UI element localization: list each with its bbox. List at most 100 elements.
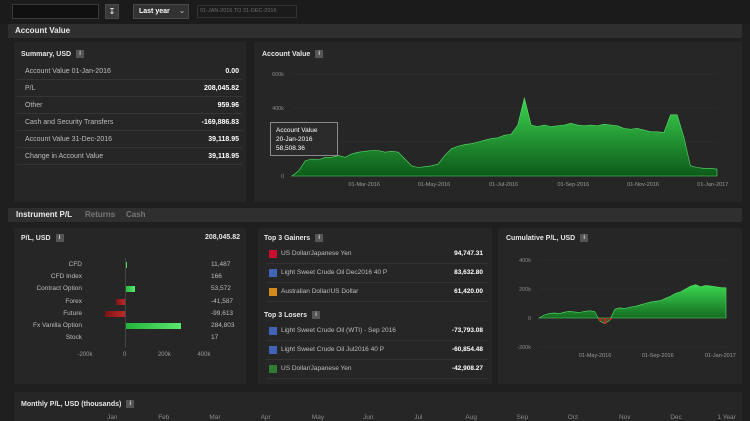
cumulative-pl-chart[interactable]: 400k 200k 0 -200k 01-May-2016 01-Sep-2016 01-J… — [506, 250, 738, 365]
gainers-title-text: Top 3 Gainers — [264, 234, 311, 242]
instrument-value: 94,747.31 — [454, 250, 483, 257]
pl-category-label: CFD Index — [50, 273, 82, 281]
summary-row-value: -169,886.83 — [201, 119, 239, 126]
av-x-tick: 01-Jul-2016 — [489, 182, 518, 188]
loser-row[interactable]: US Dollar/Japanese Yen -42,908.27 — [266, 360, 488, 379]
summary-row-value: 0.00 — [225, 68, 239, 75]
summary-panel — [14, 42, 246, 202]
losers-title-text: Top 3 Losers — [264, 311, 308, 319]
av-x-tick: 01-Jan-2017 — [697, 182, 728, 188]
toolbar: ↧ Last year ⌄ 01-JAN-2016 TO 31-DEC-2016 — [0, 0, 750, 24]
summary-row: Account Value 31-Dec-2016 39,118.95 — [17, 132, 242, 148]
info-icon[interactable]: i — [580, 234, 589, 242]
pl-x-tick: 200k — [157, 352, 171, 358]
month-label: Jan — [107, 414, 118, 421]
flag-icon — [269, 346, 277, 354]
cumulative-title-text: Cumulative P/L, USD — [506, 234, 576, 242]
losers-title: Top 3 Losers i — [264, 311, 321, 319]
tab-returns[interactable]: Returns — [85, 210, 116, 219]
account-value-header: Account Value — [8, 24, 742, 38]
cum-y-tick: 0 — [528, 316, 531, 322]
download-button[interactable]: ↧ — [105, 4, 119, 19]
summary-row-label: Account Value 01-Jan-2016 — [25, 68, 111, 75]
loser-row[interactable]: Light Sweet Crude Oil (WTI) - Sep 2016 -7… — [266, 322, 488, 341]
cum-negative-mark — [603, 318, 607, 324]
pl-title: P/L, USD i — [21, 234, 64, 242]
av-x-tick: 01-Sep-2016 — [557, 182, 589, 188]
instrument-value: -60,854.48 — [451, 346, 483, 353]
chevron-down-icon: ⌄ — [179, 8, 185, 15]
pl-bar[interactable] — [124, 323, 182, 329]
pl-bar[interactable] — [124, 286, 136, 293]
account-value-chart-title: Account Value i — [262, 50, 324, 58]
period-dropdown[interactable]: Last year ⌄ — [133, 4, 189, 19]
pl-category-label: Fx Vanilla Option — [32, 322, 82, 329]
summary-row-label: Account Value 31-Dec-2016 — [25, 136, 113, 143]
cum-x-tick: 01-May-2016 — [579, 353, 611, 359]
chart-tooltip: Account Value 20-Jan-2016 58,508.36 — [270, 122, 338, 156]
summary-row-value: 208,045.82 — [203, 85, 239, 92]
summary-row: Change in Account Value 39,118.95 — [17, 149, 242, 165]
gainer-row[interactable]: Light Sweet Crude Oil Dec2016 40 P 83,632… — [266, 264, 488, 283]
month-label: Mar — [209, 414, 221, 421]
cum-negative-mark — [598, 318, 602, 321]
summary-row-value: 959.96 — [217, 102, 239, 109]
tab-instrument-pl[interactable]: Instrument P/L — [16, 210, 73, 219]
pl-category-label: Forex — [65, 297, 82, 305]
date-range-field[interactable]: 01-JAN-2016 TO 31-DEC-2016 — [197, 5, 297, 18]
flag-icon — [269, 269, 277, 277]
pl-bar[interactable] — [124, 262, 127, 268]
tooltip-value: 58,508.36 — [276, 145, 305, 152]
av-y-tick: 600k — [272, 72, 284, 78]
pl-value-label: 11,487 — [211, 261, 231, 268]
cum-y-tick: 200k — [519, 287, 531, 293]
info-icon[interactable]: i — [76, 50, 85, 58]
info-icon[interactable]: i — [315, 50, 324, 58]
loser-row[interactable]: Light Sweet Crude Oil Jul2016 40 P -60,85… — [266, 341, 488, 360]
pl-x-tick: -200k — [77, 352, 93, 358]
month-label: Sep — [516, 414, 529, 421]
flag-icon — [269, 365, 277, 373]
pl-category-label: Stock — [65, 334, 82, 342]
av-y-tick: 400k — [272, 106, 284, 112]
month-label: Jul — [414, 414, 423, 421]
pl-category-label: CFD — [68, 261, 82, 268]
av-x-tick: 01-May-2016 — [418, 182, 450, 188]
monthly-panel — [14, 392, 742, 421]
pl-panel — [14, 228, 246, 384]
summary-row: Other 959.96 — [17, 98, 242, 114]
tooltip-date: 20-Jan-2016 — [276, 136, 313, 143]
month-label: Feb — [158, 414, 170, 421]
summary-row: P/L 208,045.82 — [17, 81, 242, 97]
info-icon[interactable]: i — [312, 311, 321, 319]
gainer-row[interactable]: Australian Dollar/US Dollar 61,420.00 — [266, 283, 488, 302]
pl-zero-axis — [124, 258, 126, 348]
av-x-tick: 01-Nov-2016 — [627, 182, 659, 188]
cum-negative-mark — [608, 318, 612, 321]
pl-value-label: 53,572 — [211, 285, 231, 293]
pl-bar[interactable] — [104, 310, 125, 317]
month-label: Aug — [465, 414, 477, 421]
account-value-chart-title-text: Account Value — [262, 50, 311, 58]
gainer-row[interactable]: US Dollar/Japanese Yen 94,747.31 — [266, 245, 488, 264]
summary-row-label: Cash and Security Transfers — [25, 119, 114, 126]
pl-x-tick: 0 — [122, 352, 127, 358]
info-icon[interactable]: i — [315, 234, 324, 242]
instrument-name: US Dollar/Japanese Yen — [281, 365, 352, 372]
summary-row: Cash and Security Transfers -169,886.83 — [17, 115, 242, 131]
info-icon[interactable]: i — [126, 400, 135, 408]
instrument-name: US Dollar/Japanese Yen — [281, 250, 352, 257]
av-y-tick: 0 — [281, 174, 284, 180]
account-value-chart[interactable]: 600k400k200k001-Mar-201601-May-201601-Ju… — [262, 62, 737, 197]
pl-value-label: 166 — [211, 273, 222, 281]
monthly-title: Monthly P/L, USD (thousands) i — [21, 400, 135, 408]
summary-row-value: 39,118.95 — [208, 153, 239, 160]
search-input[interactable] — [12, 4, 99, 19]
summary-row: Account Value 01-Jan-2016 0.00 — [17, 64, 242, 80]
instrument-value: -42,908.27 — [451, 365, 483, 372]
month-label: Jun — [363, 414, 374, 421]
pl-bar[interactable] — [116, 298, 125, 305]
info-icon[interactable]: i — [55, 234, 64, 242]
tab-cash[interactable]: Cash — [126, 210, 146, 219]
pl-value-label: -41,587 — [211, 297, 234, 305]
